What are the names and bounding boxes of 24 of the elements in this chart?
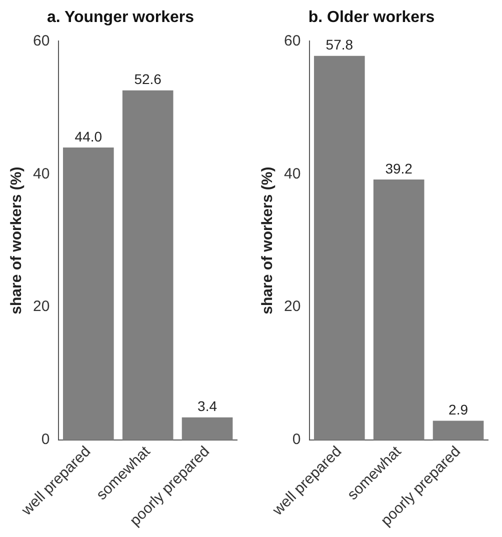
data-label: 39.2 — [385, 160, 413, 176]
data-label: 44.0 — [74, 128, 102, 144]
bar — [62, 148, 114, 440]
y-tick-label: 20 — [284, 298, 301, 316]
data-label: 3.4 — [198, 398, 218, 414]
y-tick-label: 0 — [41, 431, 50, 448]
data-label: 2.9 — [448, 402, 468, 418]
bar — [122, 90, 174, 440]
bar — [373, 179, 424, 440]
data-label: 52.6 — [134, 71, 162, 88]
bar — [182, 417, 233, 440]
y-tick-label: 60 — [284, 32, 301, 50]
y-tick-label: 60 — [32, 32, 50, 50]
y-tick-label: 40 — [284, 165, 301, 182]
chart-title: b. Older workers — [308, 9, 435, 26]
bar — [314, 56, 365, 440]
y-tick-label: 0 — [292, 431, 301, 448]
bar — [432, 420, 484, 440]
y-tick-label: 40 — [32, 165, 50, 182]
y-axis-title: share of workers (%) — [8, 166, 26, 314]
y-axis-title: share of workers (%) — [259, 166, 276, 314]
y-tick-label: 20 — [32, 298, 50, 316]
data-label: 57.8 — [326, 36, 354, 53]
chart-title: a. Younger workers — [46, 9, 194, 26]
